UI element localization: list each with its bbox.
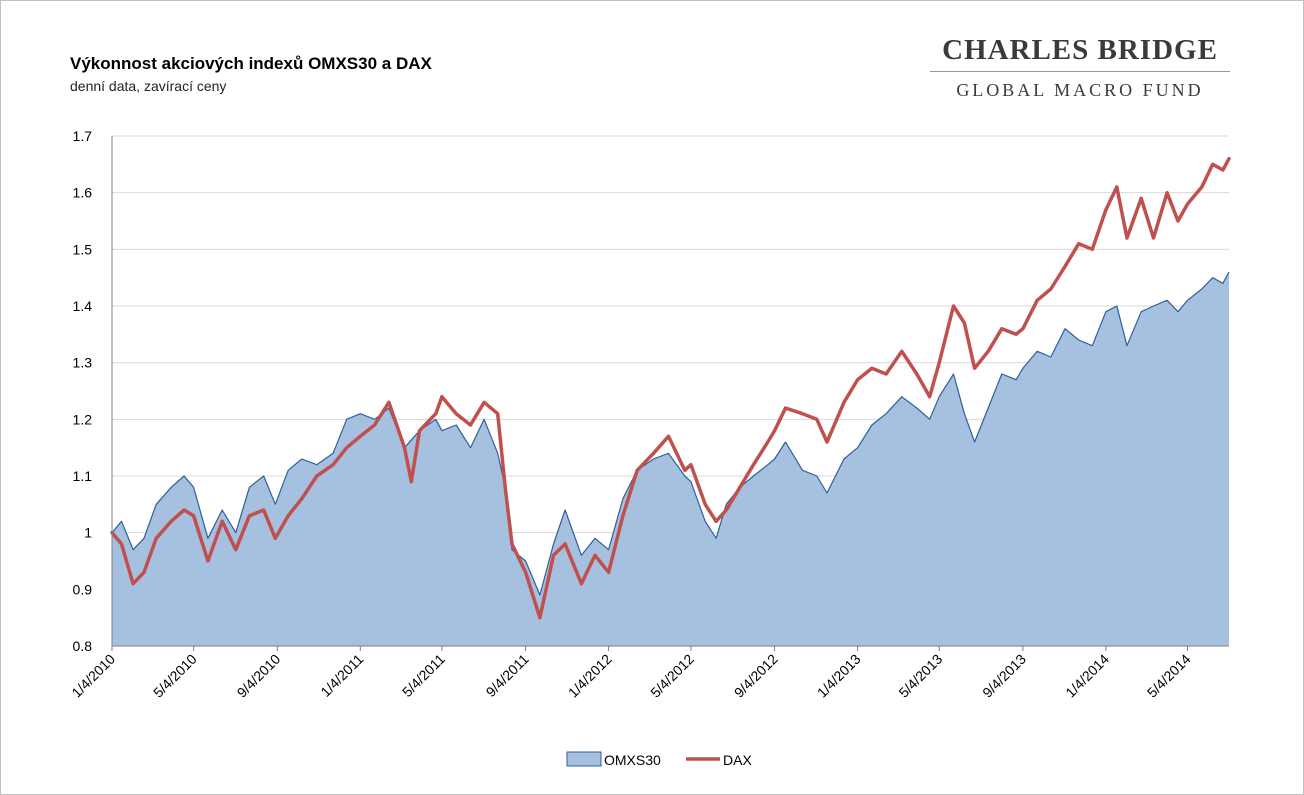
logo-tagline: GLOBAL MACRO FUND	[956, 80, 1204, 100]
axes	[111, 136, 1229, 647]
x-axis-ticks: 1/4/2010 5/4/2010 9/4/2010 1/4/2011 5/4/2011…	[68, 646, 1194, 701]
legend-label-dax: DAX	[723, 752, 752, 768]
x-tick-label: 9/4/2011	[483, 651, 532, 700]
chart-title: Výkonnost akciových indexů OMXS30 a DAX	[70, 54, 432, 73]
x-tick-label: 1/4/2014	[1062, 651, 1112, 701]
chart-subtitle: denní data, zavírací ceny	[70, 78, 227, 94]
y-tick-label: 1.3	[73, 355, 93, 371]
x-tick-label: 5/4/2011	[399, 651, 448, 700]
series-line-dax	[110, 156, 1231, 620]
y-tick-label: 1.2	[73, 411, 93, 427]
y-tick-label: 1	[84, 525, 92, 541]
x-tick-label: 1/4/2010	[68, 651, 118, 701]
x-tick-label: 9/4/2010	[234, 651, 284, 701]
logo-wordmark: CHARLES BRIDGE	[942, 34, 1218, 66]
legend-label-omxs30: OMXS30	[604, 752, 661, 768]
y-tick-label: 1.1	[73, 468, 93, 484]
y-tick-label: 1.5	[73, 241, 93, 257]
y-tick-label: 1.6	[73, 185, 93, 201]
y-tick-label: 0.8	[73, 638, 93, 654]
logo: CHARLES BRIDGE GLOBAL MACRO FUND	[930, 34, 1230, 101]
x-tick-label: 5/4/2014	[1144, 651, 1194, 701]
x-tick-label: 5/4/2013	[895, 651, 945, 701]
x-tick-label: 9/4/2012	[731, 651, 781, 701]
series-area-omxs30	[112, 272, 1229, 646]
legend: OMXS30 DAX	[566, 751, 752, 768]
x-tick-label: 5/4/2010	[150, 651, 200, 701]
y-axis-ticks: 0.8 0.9 1 1.1 1.2 1.3 1.4 1.5 1.6 1.7	[73, 128, 93, 654]
x-tick-label: 1/4/2011	[317, 651, 366, 700]
series-layer	[110, 156, 1231, 646]
y-tick-label: 0.9	[73, 581, 93, 597]
x-tick-label: 9/4/2013	[979, 651, 1029, 701]
y-tick-label: 1.4	[73, 298, 93, 314]
legend-swatch-omxs30	[566, 751, 602, 767]
logo-divider	[930, 71, 1230, 72]
x-tick-label: 5/4/2012	[647, 651, 697, 701]
x-tick-label: 1/4/2012	[565, 651, 615, 701]
series-line-omxs30	[111, 271, 1230, 596]
y-tick-label: 1.7	[73, 128, 93, 144]
x-tick-label: 1/4/2013	[814, 651, 864, 701]
